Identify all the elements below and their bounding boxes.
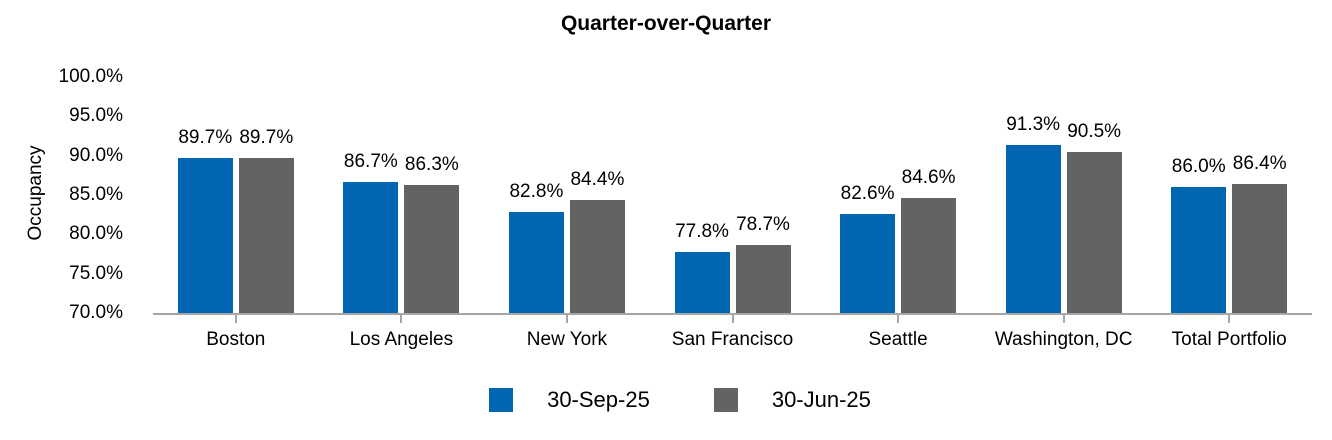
bar-value-label-30-jun-25-new-york: 84.4% bbox=[570, 168, 625, 190]
x-category-label-total-portfolio: Total Portfolio bbox=[1171, 329, 1287, 350]
x-category-label-washington-dc: Washington, DC bbox=[994, 329, 1133, 350]
x-category-label-san-francisco: San Francisco bbox=[671, 329, 794, 350]
bar-30-sep-25-los-angeles bbox=[343, 181, 399, 313]
bar-value-label-30-sep-25-total-portfolio: 86.0% bbox=[1171, 156, 1226, 178]
legend-swatch-series-0 bbox=[489, 388, 514, 412]
bar-value-label-30-sep-25-boston: 89.7% bbox=[178, 127, 233, 149]
bar-30-sep-25-washington-dc bbox=[1005, 145, 1061, 313]
bar-value-label-30-jun-25-san-francisco: 78.7% bbox=[736, 213, 790, 235]
legend-swatch-series-1 bbox=[713, 388, 738, 412]
bar-value-label-30-sep-25-seattle: 82.6% bbox=[840, 182, 895, 204]
bar-30-sep-25-total-portfolio bbox=[1171, 187, 1227, 313]
bar-value-label-30-jun-25-seattle: 84.6% bbox=[901, 167, 956, 189]
x-axis-tick-mark-los-angeles bbox=[400, 315, 403, 323]
y-tick-label-75-0: 75.0% bbox=[69, 262, 123, 284]
bar-30-jun-25-boston bbox=[238, 158, 294, 313]
bar-value-label-30-sep-25-los-angeles: 86.7% bbox=[343, 150, 398, 172]
x-axis-line bbox=[153, 313, 1312, 315]
x-category-label-boston: Boston bbox=[206, 329, 266, 350]
y-tick-label-80-0: 80.0% bbox=[69, 223, 123, 245]
y-tick-label-95-0: 95.0% bbox=[69, 105, 123, 127]
x-axis-tick-mark-total-portfolio bbox=[1228, 315, 1231, 323]
legend-label-series-1: 30-Jun-25 bbox=[771, 387, 871, 412]
x-axis-tick-mark-new-york bbox=[565, 315, 568, 323]
legend-label-series-0: 30-Sep-25 bbox=[547, 387, 650, 412]
bar-30-jun-25-total-portfolio bbox=[1232, 183, 1288, 313]
bar-30-jun-25-new-york bbox=[569, 199, 625, 313]
x-axis-tick-mark-boston bbox=[234, 315, 237, 323]
y-tick-label-90-0: 90.0% bbox=[69, 144, 123, 166]
bar-value-label-30-sep-25-new-york: 82.8% bbox=[509, 181, 564, 203]
bar-30-jun-25-seattle bbox=[901, 198, 957, 313]
bar-value-label-30-sep-25-san-francisco: 77.8% bbox=[675, 220, 729, 242]
y-tick-label-70-0: 70.0% bbox=[69, 302, 123, 323]
bar-30-sep-25-new-york bbox=[508, 212, 564, 313]
bar-30-sep-25-boston bbox=[177, 158, 233, 313]
bar-30-sep-25-san-francisco bbox=[674, 251, 730, 313]
x-axis-tick-mark-washington-dc bbox=[1062, 315, 1065, 323]
bar-value-label-30-sep-25-washington-dc: 91.3% bbox=[1006, 114, 1061, 136]
legend-item-series-0: 30-Sep-25 bbox=[489, 387, 650, 413]
bar-30-jun-25-los-angeles bbox=[404, 184, 460, 313]
legend-item-series-1: 30-Jun-25 bbox=[713, 387, 871, 413]
bar-30-jun-25-washington-dc bbox=[1066, 151, 1122, 313]
bar-30-sep-25-seattle bbox=[840, 213, 896, 313]
x-category-label-los-angeles: Los Angeles bbox=[349, 329, 454, 350]
legend: 30-Sep-25 30-Jun-25 bbox=[14, 387, 1332, 413]
bar-30-jun-25-san-francisco bbox=[735, 244, 791, 313]
x-axis-tick-mark-san-francisco bbox=[731, 315, 734, 323]
x-axis-tick-mark-seattle bbox=[897, 315, 900, 323]
bar-value-label-30-jun-25-washington-dc: 90.5% bbox=[1067, 120, 1122, 142]
x-category-label-seattle: Seattle bbox=[868, 329, 928, 350]
bar-value-label-30-jun-25-los-angeles: 86.3% bbox=[404, 153, 459, 175]
y-tick-label-85-0: 85.0% bbox=[69, 184, 123, 205]
bar-value-label-30-jun-25-boston: 89.7% bbox=[239, 127, 294, 149]
bar-value-label-30-jun-25-total-portfolio: 86.4% bbox=[1232, 152, 1287, 174]
chart-title: Quarter-over-Quarter bbox=[560, 12, 772, 35]
y-tick-label-100-0: 100.0% bbox=[58, 66, 123, 87]
x-category-label-new-york: New York bbox=[526, 329, 608, 350]
